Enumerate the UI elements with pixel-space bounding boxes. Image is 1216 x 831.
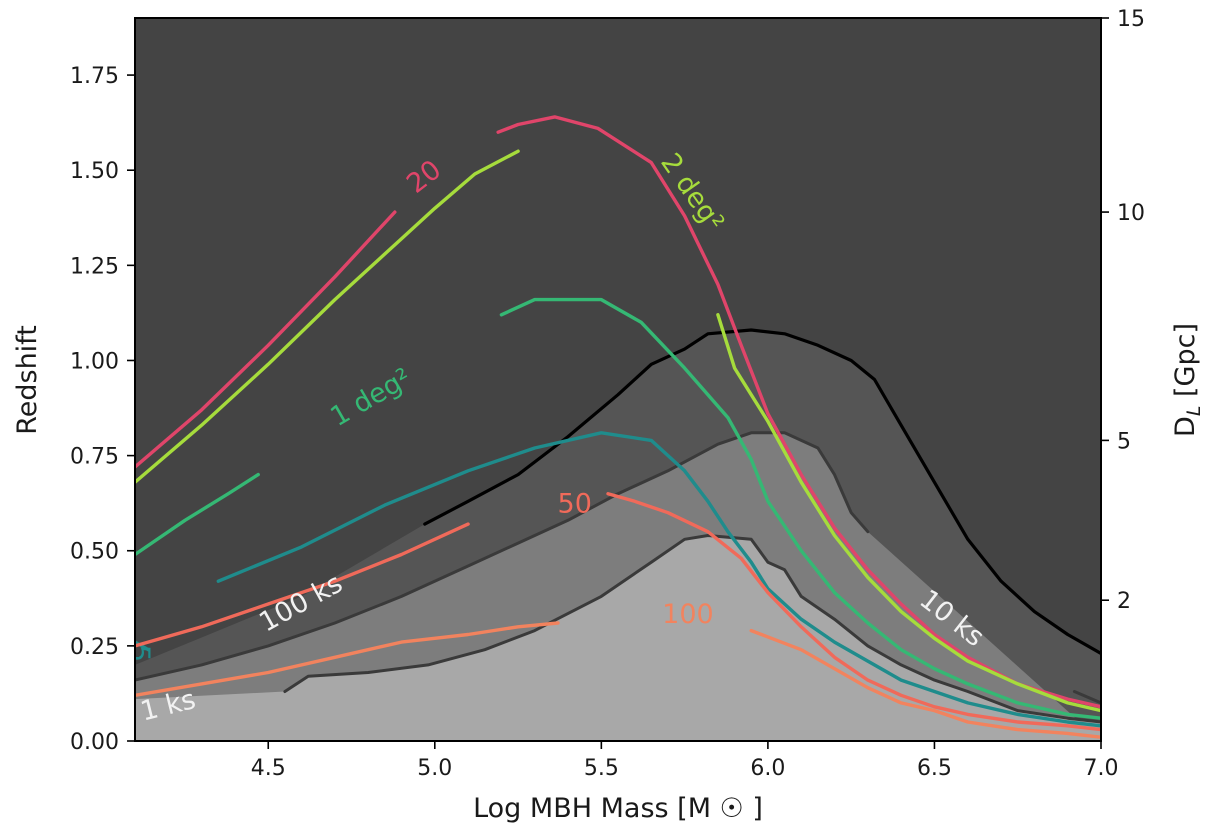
y-tick-label: 0.25 (70, 635, 119, 660)
contour-line-grey (1072, 690, 1101, 705)
x-axis-title: Log MBH Mass [M ☉ ] (473, 793, 763, 824)
contour-line-orange (749, 628, 1101, 739)
x-axis: 4.5 5.0 5.5 6.0 6.5 7.0 (251, 741, 1119, 781)
contour-line-salmon (606, 492, 1101, 732)
y-tick-label: 0.50 (70, 540, 119, 565)
contour-line-grey (135, 431, 870, 682)
x-tick-label: 7.0 (1084, 756, 1119, 781)
y2-axis-title: DL [Gpc] (1170, 323, 1205, 437)
contour-line-teal (135, 640, 150, 652)
y2-axis-title-unit: [Gpc] (1170, 323, 1201, 406)
y2-tick-label: 5 (1117, 429, 1131, 454)
contour-line-lime (135, 149, 520, 484)
y-tick-label: 0.00 (70, 730, 119, 755)
contour-line-green (499, 297, 1101, 720)
x-tick-label: 6.0 (750, 756, 785, 781)
y2-tick-label: 10 (1117, 201, 1145, 226)
contour-line-grey (283, 534, 1101, 724)
x-tick-label: 5.0 (417, 756, 452, 781)
y-axis-title: Redshift (12, 325, 43, 435)
y2-axis: 2 5 10 15 (1101, 7, 1145, 614)
contour-line-orange (135, 621, 560, 697)
contour-line-lime (716, 313, 1101, 713)
contour-lines (135, 115, 1101, 739)
contour-line-green (135, 472, 260, 557)
contour-line-teal (216, 431, 1101, 728)
x-tick-label: 4.5 (251, 756, 286, 781)
contour-label: 5 (124, 645, 155, 662)
y2-axis-title-d: D (1170, 416, 1201, 437)
x-tick-label: 6.5 (917, 756, 952, 781)
contour-line-salmon (135, 522, 470, 648)
contour-line-black (423, 328, 1101, 656)
x-tick-label: 5.5 (584, 756, 619, 781)
y2-tick-label: 2 (1117, 589, 1131, 614)
plot-frame (134, 17, 1102, 742)
y2-tick-label: 15 (1117, 7, 1145, 32)
y-tick-label: 1.25 (70, 254, 119, 279)
contour-label: 100 (662, 599, 714, 630)
contour-line-pink (496, 115, 1101, 709)
y2-axis-title-sub: L (1183, 406, 1205, 417)
sensitivity-core-region (135, 535, 1101, 741)
y-tick-label: 1.00 (70, 349, 119, 374)
contour-line-pink (135, 210, 397, 469)
y-tick-label: 0.75 (70, 445, 119, 470)
contour-label: 50 (558, 489, 592, 520)
y-axis: 0.00 0.25 0.50 0.75 1.00 1.25 1.50 1.75 (70, 64, 135, 755)
y-tick-label: 1.75 (70, 64, 119, 89)
y-tick-label: 1.50 (70, 159, 119, 184)
